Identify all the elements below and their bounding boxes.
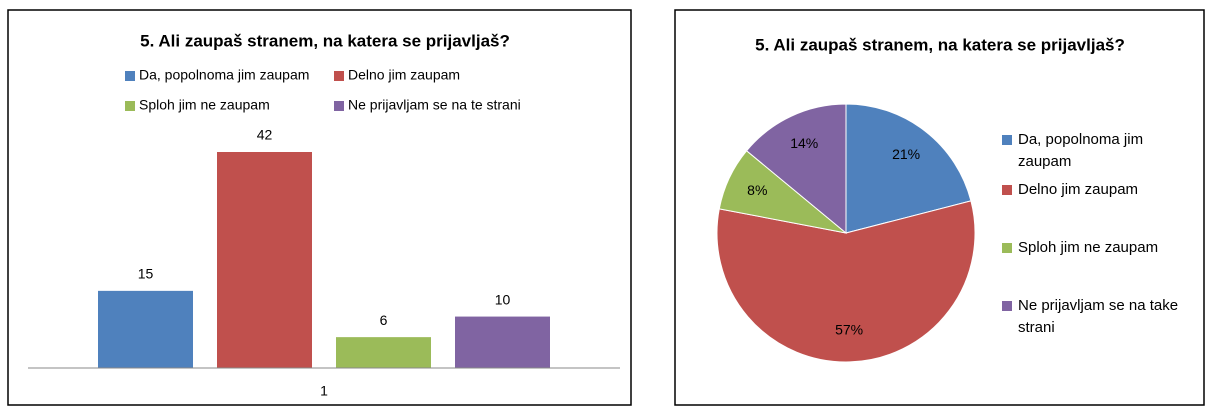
pie-slice [745,103,847,235]
legend-swatch [334,101,344,111]
legend-label: Da, popolnoma jim zaupam [139,67,309,83]
legend-label: Sploh jim ne zaupam [1018,239,1159,256]
legend-item: Ne prijavljam se na take strani [1002,295,1188,339]
legend-label: Delno jim zaupam [348,67,460,83]
legend-item: Delno jim zaupam [1002,179,1188,201]
legend-swatch [1002,185,1012,195]
legend-swatch [1002,243,1012,253]
pie-slice [845,103,972,234]
legend-label: Ne prijavljam se na take strani [1018,297,1179,336]
data-label: 57% [835,322,863,338]
legend-label: Delno jim zaupam [1018,181,1139,198]
legend-swatch [1002,135,1012,145]
bar [217,152,312,368]
data-label: 21% [892,146,920,162]
legend-swatch [334,71,344,81]
bar [336,337,431,368]
legend-swatch [125,101,135,111]
data-label: 42 [257,127,273,143]
pie-slice [716,200,976,363]
data-label: 6 [380,312,388,328]
legend-item: Sploh jim ne zaupam [1002,237,1188,259]
data-label: 8% [747,182,767,198]
bar [455,316,550,368]
legend-item: Da, popolnoma jim zaupam [1002,129,1188,173]
data-label: 15 [138,266,154,282]
data-label: 14% [790,135,818,151]
legend-label: Da, popolnoma jim zaupam [1018,131,1144,170]
legend-label: Ne prijavljam se na te strani [348,97,521,113]
chart-title: 5. Ali zaupaš stranem, na katera se prij… [140,31,510,50]
data-label: 10 [495,291,511,307]
bar [98,290,193,368]
legend-swatch [125,71,135,81]
x-tick-label: 1 [320,383,328,399]
legend-label: Sploh jim ne zaupam [139,97,270,113]
legend-swatch [1002,301,1012,311]
chart-title: 5. Ali zaupaš stranem, na katera se prij… [755,35,1125,54]
